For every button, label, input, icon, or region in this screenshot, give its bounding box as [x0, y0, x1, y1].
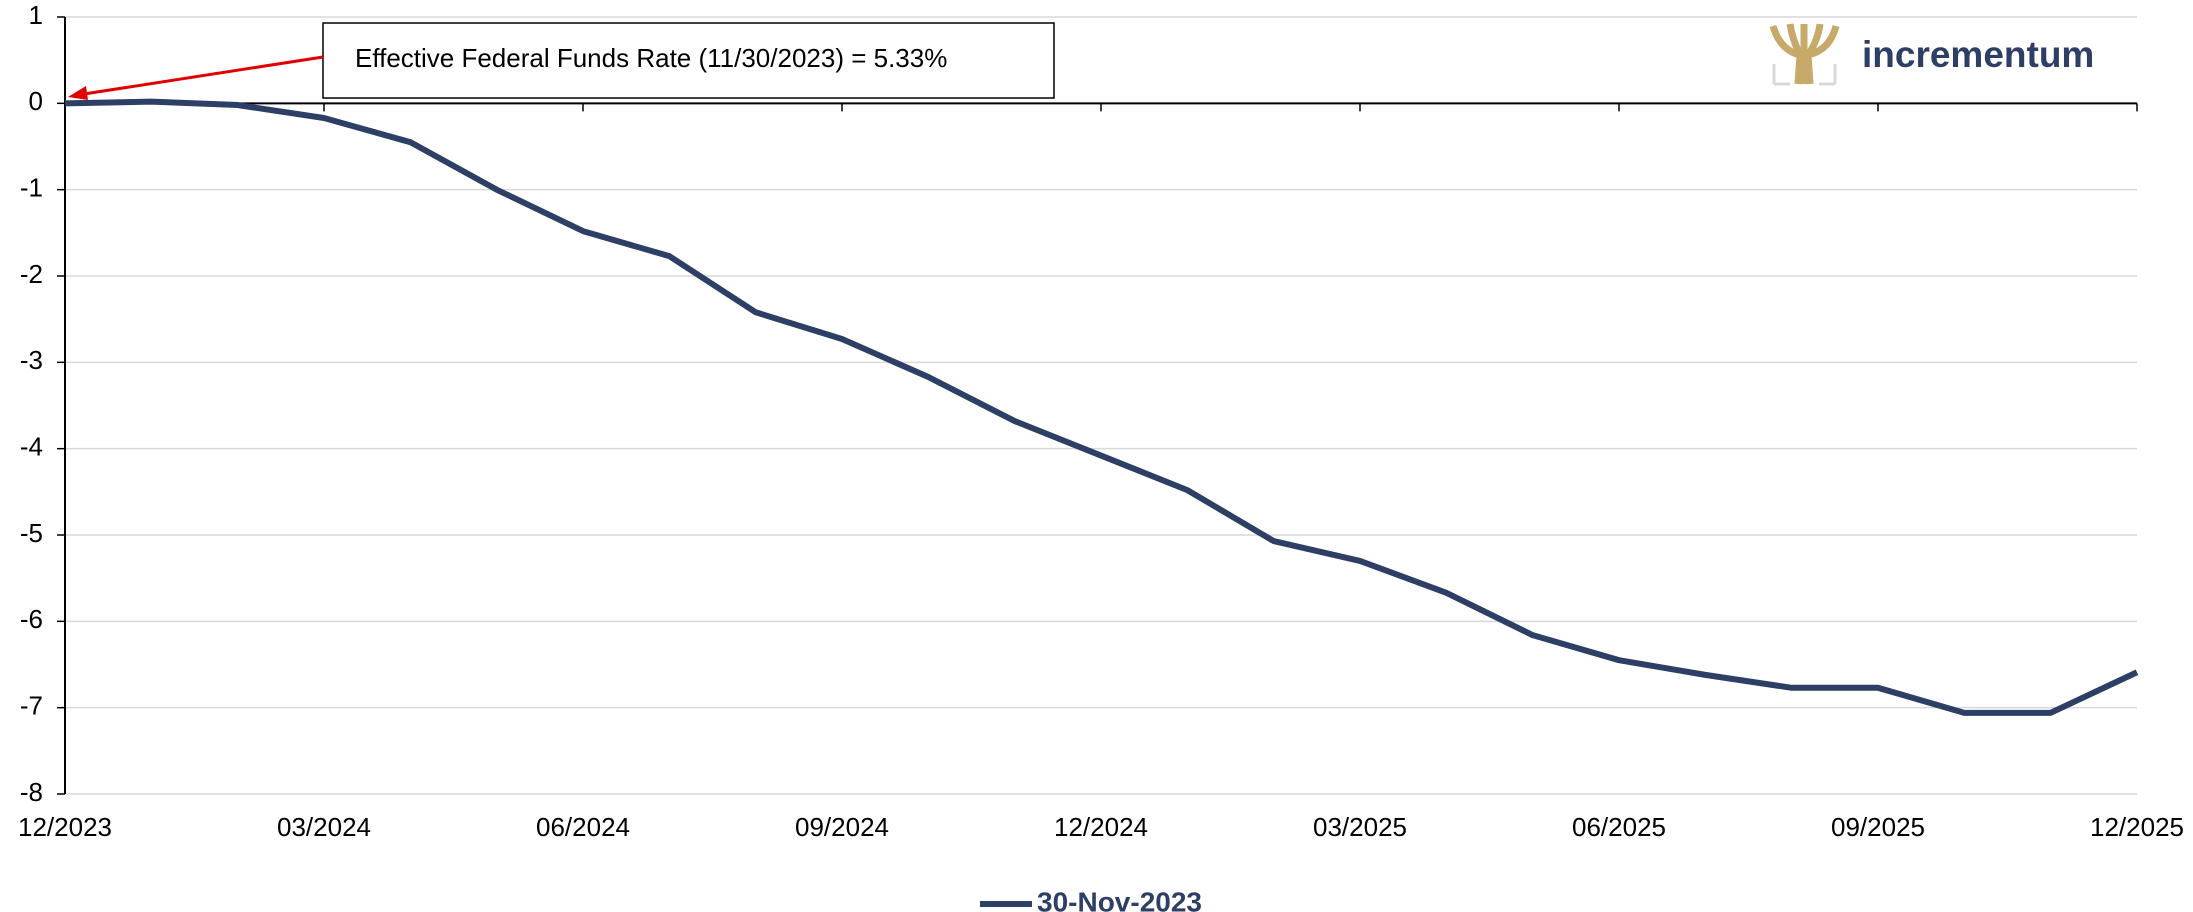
- x-tick-label: 03/2025: [1313, 812, 1407, 842]
- y-tick-label: -7: [20, 691, 43, 721]
- x-tick-label: 12/2023: [18, 812, 112, 842]
- y-tick-label: -3: [20, 345, 43, 375]
- y-tick-label: 0: [29, 86, 43, 116]
- legend-label: 30-Nov-2023: [1037, 886, 1202, 912]
- annotation-arrowhead: [68, 86, 88, 100]
- annotation-text: Effective Federal Funds Rate (11/30/2023…: [355, 43, 947, 73]
- y-tick-label: -6: [20, 604, 43, 634]
- logo-text: incrementum: [1862, 34, 2094, 75]
- y-tick-label: -2: [20, 259, 43, 289]
- y-tick-label: -4: [20, 432, 43, 462]
- x-tick-label: 06/2025: [1572, 812, 1666, 842]
- y-tick-label: -1: [20, 173, 43, 203]
- x-tick-label: 12/2025: [2090, 812, 2184, 842]
- x-tick-label: 09/2025: [1831, 812, 1925, 842]
- data-line: [64, 98, 2139, 716]
- y-tick-label: -5: [20, 518, 43, 548]
- logo-icon: [1769, 23, 1840, 86]
- annotation-arrow: [83, 55, 324, 96]
- y-tick-label: -8: [20, 777, 43, 807]
- x-tick-label: 06/2024: [536, 812, 630, 842]
- x-tick-label: 09/2024: [795, 812, 889, 842]
- annotation-box: [322, 22, 1055, 99]
- x-tick-label: 12/2024: [1054, 812, 1148, 842]
- x-tick-label: 03/2024: [277, 812, 371, 842]
- y-tick-label: 1: [29, 0, 43, 30]
